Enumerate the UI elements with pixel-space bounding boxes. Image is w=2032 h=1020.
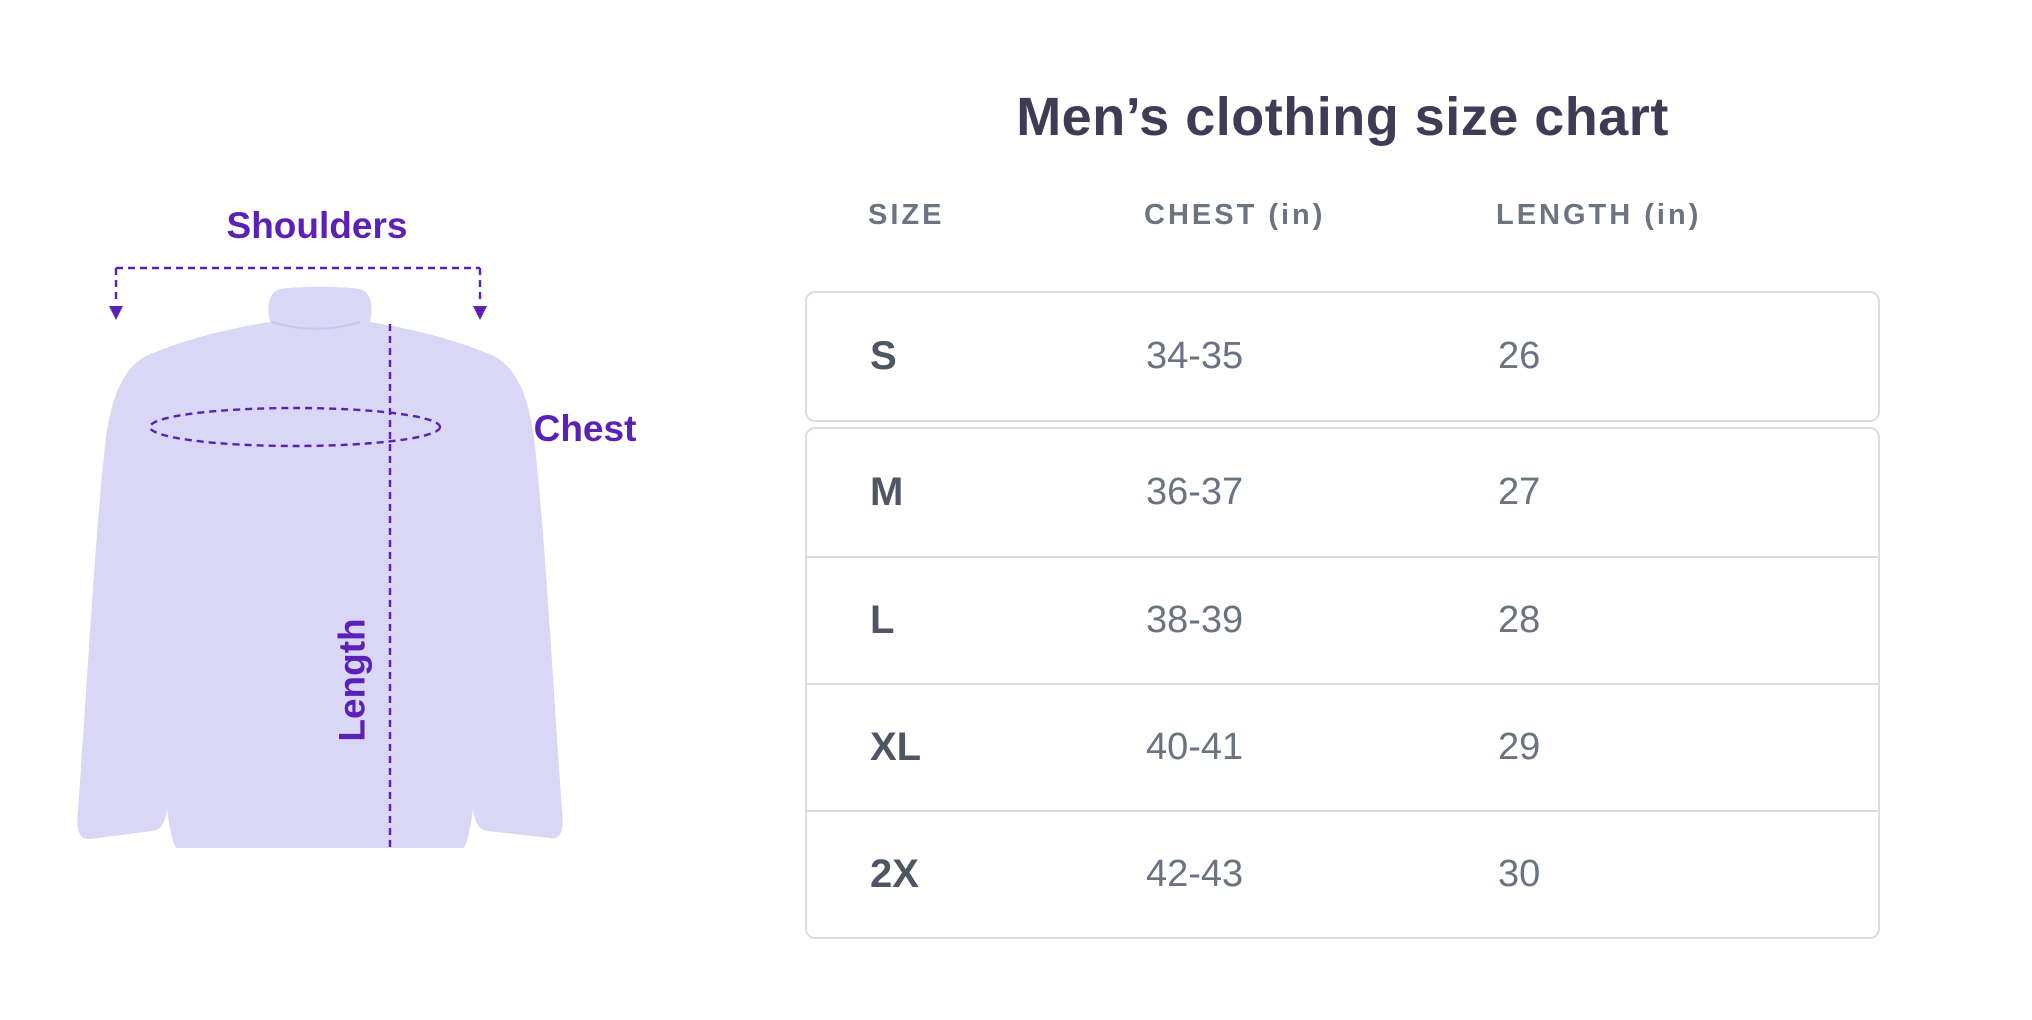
length-cell: 26 (1498, 335, 1541, 377)
column-header-length: LENGTH (in) (1496, 199, 1702, 231)
table-row-group-first: S 34-35 26 (805, 291, 1880, 422)
length-cell: 28 (1498, 599, 1541, 641)
length-cell: 29 (1498, 726, 1541, 768)
shoulders-bracket-line (114, 266, 482, 304)
chest-annotation: Chest (148, 406, 637, 449)
size-cell: L (870, 598, 895, 642)
length-cell: 27 (1498, 471, 1541, 513)
shirt-measurement-diagram: Shoulders Chest Length (77, 205, 637, 848)
column-header-chest: CHEST (in) (1144, 199, 1326, 231)
length-label: Length (332, 618, 373, 741)
table-row: 2X 42-43 30 (807, 810, 1878, 937)
chest-cell: 42-43 (1146, 853, 1244, 895)
size-cell: S (870, 334, 897, 378)
length-annotation: Length (332, 324, 392, 848)
table-header-row: SIZE CHEST (in) LENGTH (in) (805, 199, 1880, 231)
chest-measure-ellipse (148, 406, 442, 448)
shoulders-label: Shoulders (227, 205, 408, 246)
chest-cell: 36-37 (1146, 471, 1244, 513)
shirt-collar-seam (271, 321, 361, 330)
chest-cell: 38-39 (1146, 599, 1244, 641)
arrow-down-right-icon (473, 306, 487, 320)
chest-cell: 34-35 (1146, 335, 1244, 377)
size-cell: 2X (870, 852, 919, 896)
table-row-group: M 36-37 27 L 38-39 28 XL 40-41 29 2X 42-… (805, 427, 1880, 939)
chest-cell: 40-41 (1146, 726, 1244, 768)
page-title: Men’s clothing size chart (1016, 87, 1669, 147)
size-table-panel: Men’s clothing size chart SIZE CHEST (in… (805, 85, 1880, 939)
size-cell: XL (870, 725, 922, 769)
shirt-illustration (77, 286, 563, 848)
length-cell: 30 (1498, 853, 1541, 895)
table-row: S 34-35 26 (807, 293, 1878, 420)
shoulders-annotation: Shoulders (109, 205, 487, 320)
column-header-size: SIZE (868, 199, 945, 231)
size-cell: M (870, 470, 904, 514)
arrow-down-left-icon (109, 306, 123, 320)
table-row: XL 40-41 29 (807, 683, 1878, 810)
chest-label: Chest (534, 408, 637, 449)
table-row: M 36-37 27 (807, 429, 1878, 556)
table-row: L 38-39 28 (807, 556, 1878, 683)
